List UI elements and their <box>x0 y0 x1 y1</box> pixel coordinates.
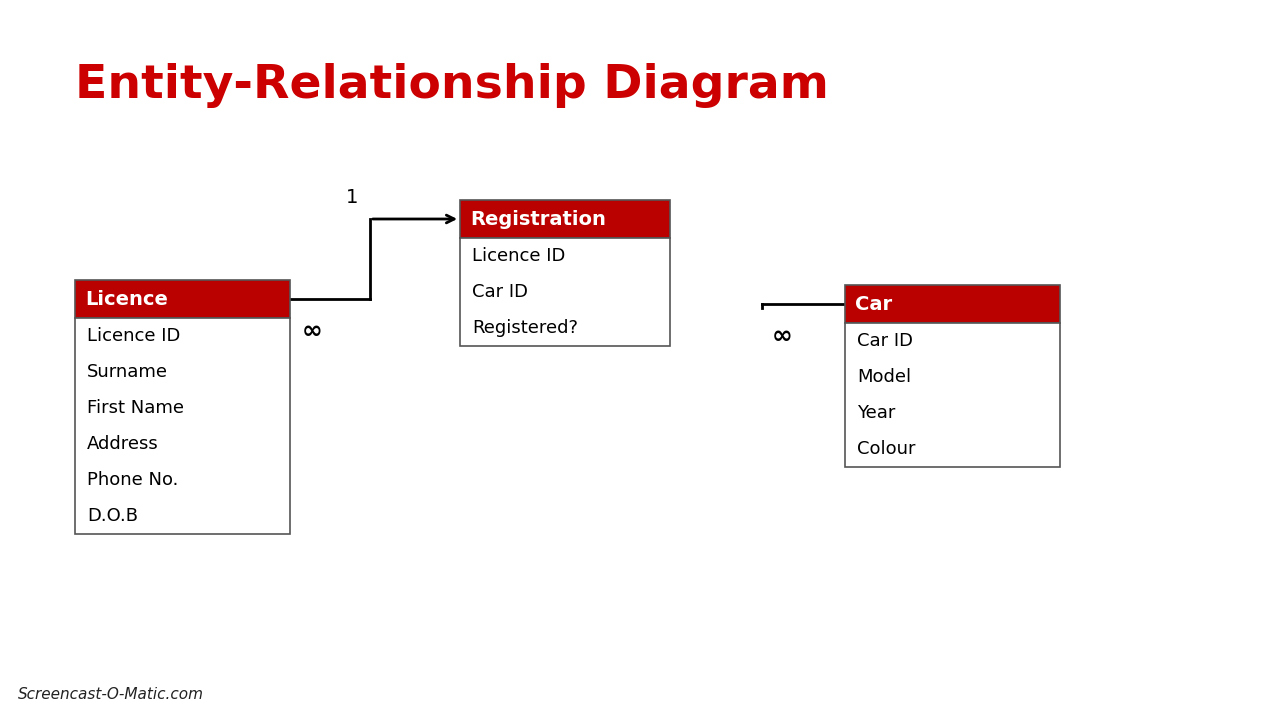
Text: Licence: Licence <box>84 289 168 308</box>
Bar <box>460 238 669 346</box>
Text: Address: Address <box>87 435 159 453</box>
Text: Registration: Registration <box>470 210 605 228</box>
Bar <box>76 280 291 318</box>
Text: ∞: ∞ <box>772 324 792 348</box>
Text: Licence ID: Licence ID <box>87 327 180 345</box>
Text: Car ID: Car ID <box>472 283 529 301</box>
Text: D.O.B: D.O.B <box>87 507 138 525</box>
Text: Colour: Colour <box>858 440 915 458</box>
Text: ∞: ∞ <box>302 319 323 343</box>
Bar <box>76 318 291 534</box>
Text: First Name: First Name <box>87 399 184 417</box>
Text: Year: Year <box>858 404 896 422</box>
Bar <box>845 285 1060 323</box>
Text: Phone No.: Phone No. <box>87 471 178 489</box>
Text: Car ID: Car ID <box>858 332 913 350</box>
Text: Car: Car <box>855 294 892 313</box>
Text: Model: Model <box>858 368 911 386</box>
Bar <box>845 323 1060 467</box>
Text: Licence ID: Licence ID <box>472 247 566 265</box>
Text: Surname: Surname <box>87 363 168 381</box>
Text: Entity-Relationship Diagram: Entity-Relationship Diagram <box>76 63 829 107</box>
Text: Registered?: Registered? <box>472 319 579 337</box>
Text: 1: 1 <box>346 188 358 207</box>
Text: Screencast-O-Matic.com: Screencast-O-Matic.com <box>18 687 204 702</box>
Bar <box>460 200 669 238</box>
